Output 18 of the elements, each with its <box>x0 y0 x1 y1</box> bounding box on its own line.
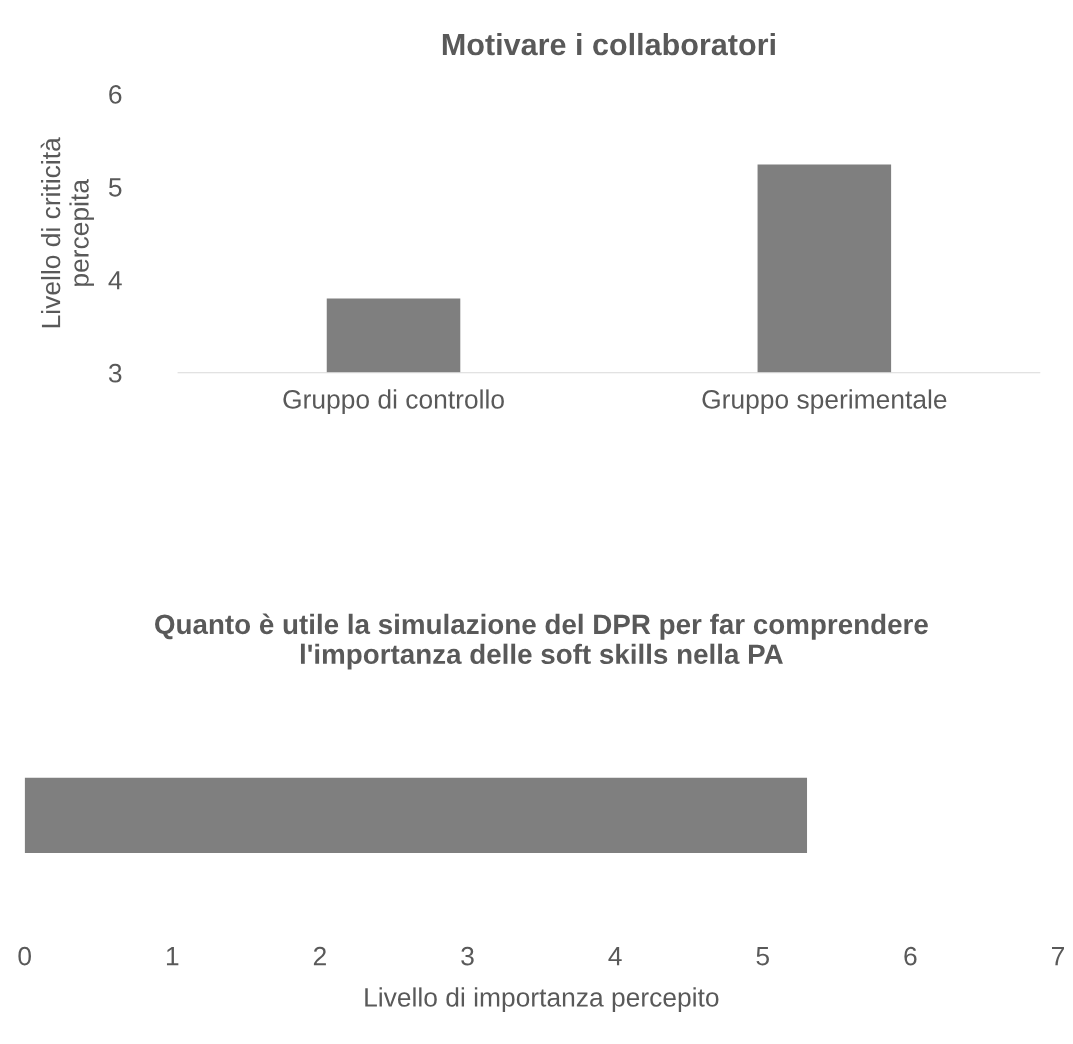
x-tick-label: 1 <box>166 947 179 966</box>
chart-title: Motivare i collaboratori <box>442 32 775 56</box>
x-tick-label: 6 <box>904 946 917 966</box>
x-tick-label: 3 <box>461 946 474 966</box>
x-axis-title: Livello di importanza percepito <box>365 987 719 1012</box>
chart-title: Quanto è utile la simulazione del DPR per far comprendere l'importanza delle soft skills nella PA <box>155 613 928 670</box>
x-tick-label: Gruppo di controllo <box>283 389 504 414</box>
y-tick-label: 4 <box>108 271 122 290</box>
x-tick-label: 2 <box>313 946 326 966</box>
y-tick-label: 5 <box>108 178 122 197</box>
y-tick-label: 3 <box>108 363 122 383</box>
x-tick-label: 0 <box>18 946 31 966</box>
y-axis-title: Livello di criticità percepita <box>40 137 94 328</box>
x-tick-label: 4 <box>608 947 622 966</box>
x-tick-label: 7 <box>1051 947 1064 966</box>
x-tick-label: 5 <box>756 947 769 966</box>
y-tick-label: 6 <box>109 85 122 104</box>
x-tick-label: Gruppo sperimentale <box>702 389 947 414</box>
